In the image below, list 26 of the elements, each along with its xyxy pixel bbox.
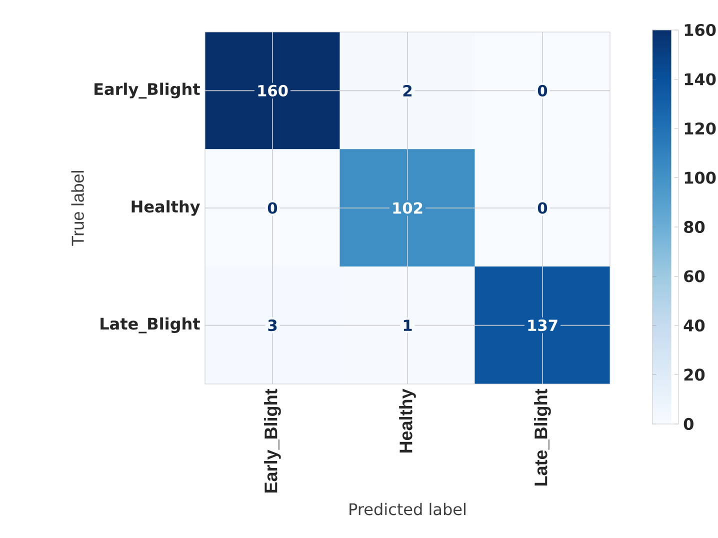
color-bar-label: 60: [684, 270, 705, 282]
data-label: 1: [404, 320, 412, 331]
color-bar-label: 40: [684, 319, 705, 332]
x-tick-label: Late_Blight: [534, 388, 551, 486]
x-tick-label: Healthy: [399, 388, 416, 453]
y-axis-title: True label: [71, 170, 84, 246]
data-label: 0: [268, 202, 278, 214]
color-bar-label: 80: [684, 220, 705, 234]
data-label: 0: [538, 202, 548, 214]
data-label: 3: [268, 320, 277, 332]
y-tick-label: Early_Blight: [94, 82, 200, 99]
color-bar-label: 0: [684, 418, 694, 430]
color-bar-label: 160: [684, 24, 716, 36]
x-axis-title: Predicted label: [350, 502, 466, 516]
data-label: 137: [528, 320, 558, 332]
color-bar-label: 120: [684, 122, 716, 135]
color-bar-label: 140: [684, 73, 716, 86]
data-label: 102: [393, 202, 422, 214]
y-tick-label: Healthy: [132, 200, 200, 216]
x-tick-label: Early_Blight: [264, 388, 281, 493]
data-label: 2: [403, 84, 412, 96]
color-bar-label: 20: [684, 368, 705, 381]
color-bar-label: 100: [684, 172, 716, 184]
data-label: 0: [538, 84, 548, 96]
data-label: 160: [258, 84, 288, 96]
y-tick-label: Late_Blight: [100, 317, 200, 334]
